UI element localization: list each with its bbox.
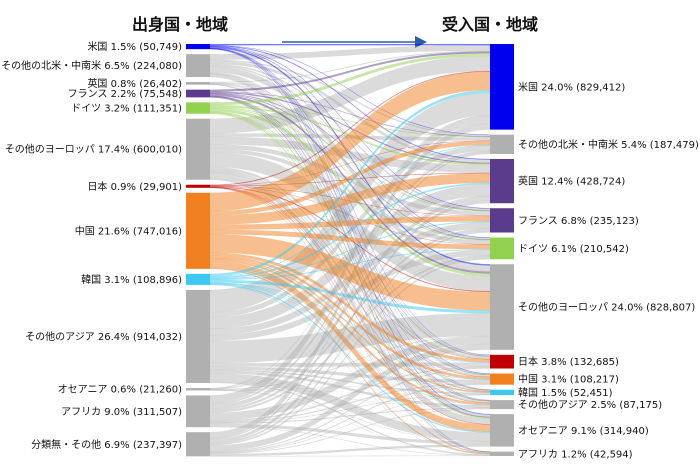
origin-label-8: 韓国 3.1% (108,896) xyxy=(81,274,182,286)
destination-node-10 xyxy=(490,414,514,447)
destination-node-7 xyxy=(490,373,514,385)
origin-label-1: その他の北米・中南米 6.5% (224,080) xyxy=(1,59,182,72)
destination-label-6: 日本 3.8% (132,685) xyxy=(518,355,619,368)
flows xyxy=(209,43,491,457)
flow-12-8 xyxy=(209,394,491,454)
destination-node-5 xyxy=(490,264,514,350)
origin-label-7: 中国 21.6% (747,016) xyxy=(75,224,182,237)
destination-label-7: 中国 3.1% (108,217) xyxy=(518,373,619,386)
origin-node-7 xyxy=(186,192,210,269)
origin-label-10: オセアニア 0.6% (21,260) xyxy=(58,384,182,396)
destination-node-4 xyxy=(490,237,514,260)
origin-node-2 xyxy=(186,81,210,85)
origin-node-8 xyxy=(186,273,210,285)
destination-label-10: オセアニア 9.1% (314,940) xyxy=(518,425,649,437)
origin-node-11 xyxy=(186,395,210,428)
origin-label-5: その他のヨーロッパ 17.4% (600,010) xyxy=(5,143,182,156)
destination-label-9: その他のアジア 2.5% (87,175) xyxy=(518,398,662,411)
flow-0-0 xyxy=(209,43,491,46)
destination-label-2: 英国 12.4% (428,724) xyxy=(518,175,625,188)
destination-node-6 xyxy=(490,354,514,369)
flow-12-5 xyxy=(209,343,491,452)
origin-label-4: ドイツ 3.2% (111,351) xyxy=(71,104,182,115)
destination-node-11 xyxy=(490,451,514,456)
destination-label-5: その他のヨーロッパ 24.0% (828,807) xyxy=(518,301,695,314)
origin-label-2: 英国 0.8% (26,402) xyxy=(87,77,182,90)
destination-title: 受入国・地域 xyxy=(442,15,538,34)
origin-nodes: 米国 1.5% (50,749) その他の北米・中南米 6.5% (224,080… xyxy=(1,40,210,457)
destination-node-0 xyxy=(490,44,514,130)
origin-node-5 xyxy=(186,118,210,180)
origin-node-6 xyxy=(186,184,210,188)
destination-label-1: その他の北米・中南米 5.4% (187,479) xyxy=(518,138,699,151)
destination-label-0: 米国 24.0% (829,412) xyxy=(518,80,625,93)
flow-12-11 xyxy=(209,455,491,457)
origin-label-9: その他のアジア 26.4% (914,032) xyxy=(25,330,182,343)
origin-node-0 xyxy=(186,44,210,50)
destination-node-8 xyxy=(490,389,514,396)
origin-label-3: フランス 2.2% (75,548) xyxy=(68,88,182,100)
destination-label-11: アフリカ 1.2% (42,594) xyxy=(518,448,633,460)
origin-title: 出身国・地域 xyxy=(132,15,228,34)
origin-node-10 xyxy=(186,387,210,391)
origin-label-6: 日本 0.9% (29,901) xyxy=(87,180,182,193)
destination-node-1 xyxy=(490,134,514,154)
destination-node-9 xyxy=(490,400,514,410)
flow-12-10 xyxy=(209,444,491,457)
destination-label-8: 韓国 1.5% (52,451) xyxy=(518,387,613,399)
origin-node-4 xyxy=(186,102,210,114)
destination-node-3 xyxy=(490,208,514,233)
destination-node-2 xyxy=(490,158,514,204)
origin-node-1 xyxy=(186,54,210,77)
origin-label-0: 米国 1.5% (50,749) xyxy=(87,40,182,53)
destination-label-4: ドイツ 6.1% (210,542) xyxy=(518,244,629,255)
origin-node-12 xyxy=(186,432,210,457)
destination-label-3: フランス 6.8% (235,123) xyxy=(518,215,639,227)
origin-label-12: 分類無・その他 6.9% (237,397) xyxy=(31,438,182,451)
destination-nodes: 米国 24.0% (829,412) その他の北米・中南米 5.4% (187,4… xyxy=(490,44,699,460)
origin-node-3 xyxy=(186,89,210,98)
origin-node-9 xyxy=(186,289,210,383)
origin-label-11: アフリカ 9.0% (311,507) xyxy=(61,406,182,418)
